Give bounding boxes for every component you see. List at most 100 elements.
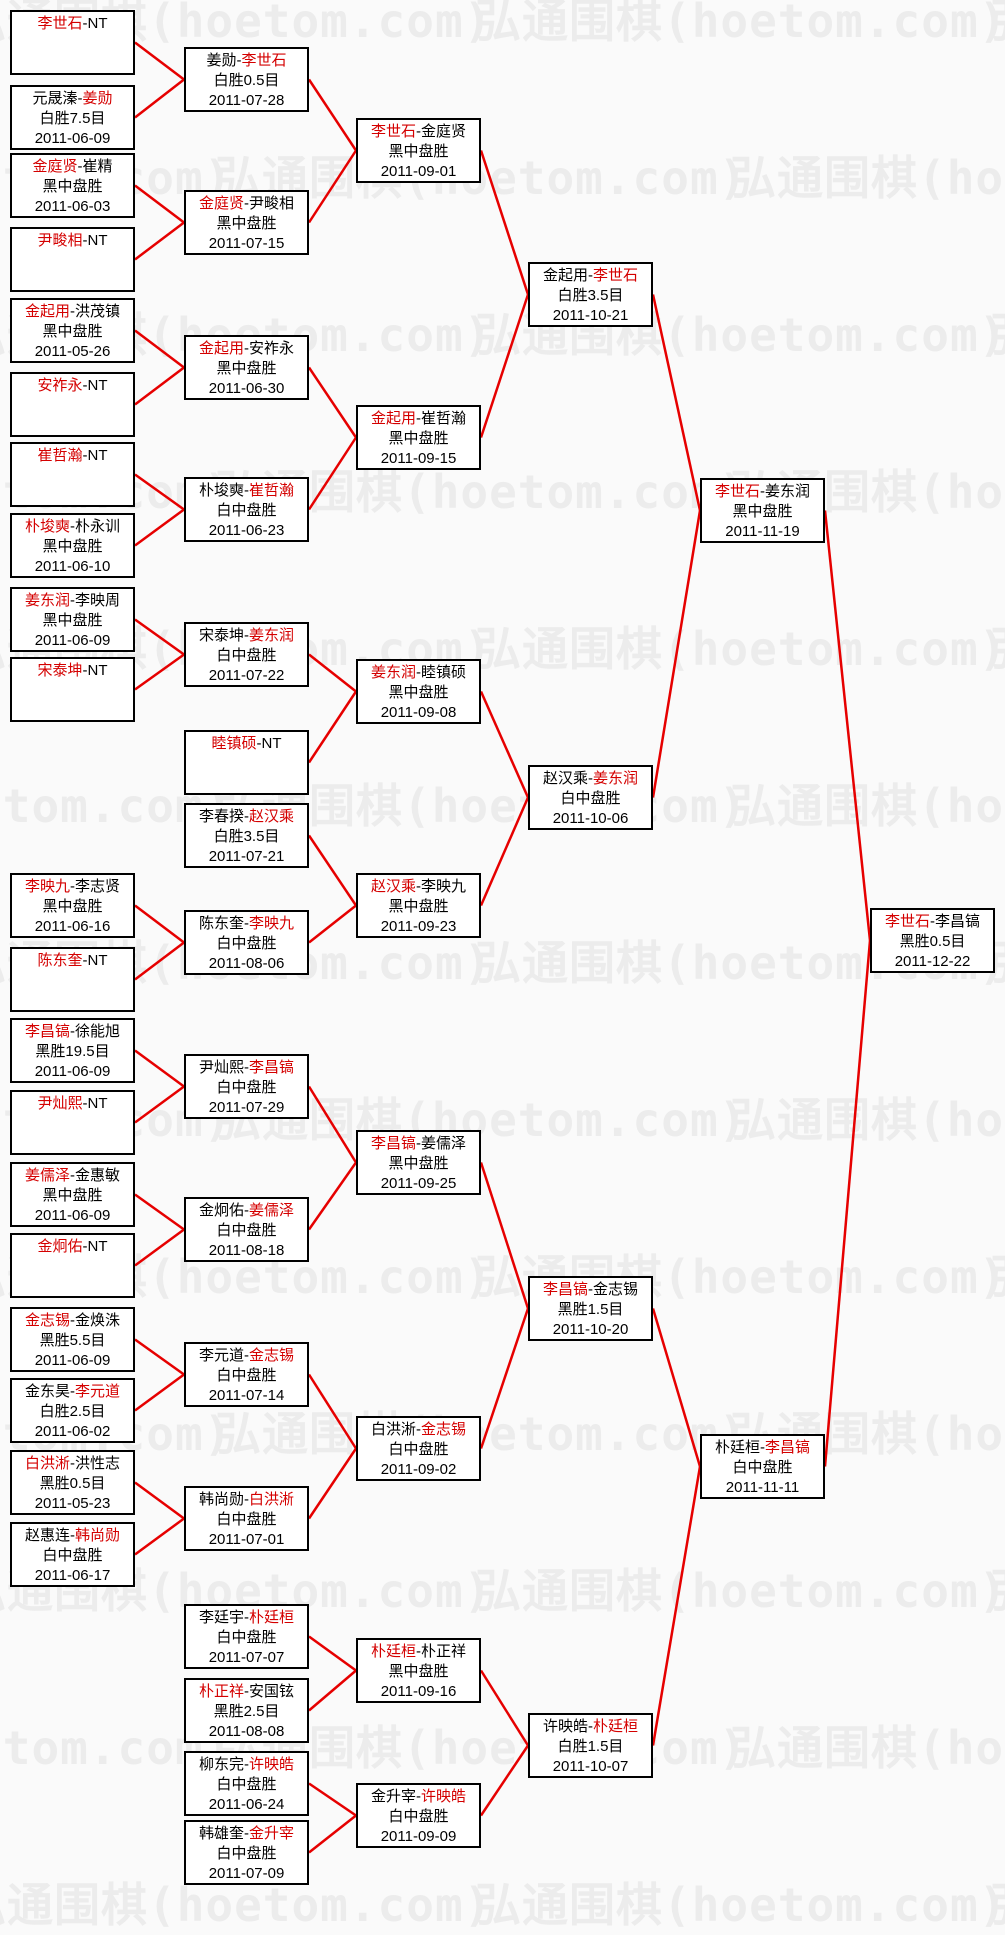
player-left: 李昌镐 (24, 1023, 70, 1040)
connector-line (134, 1517, 185, 1556)
match-date: 2011-09-09 (380, 1828, 457, 1845)
player-left: 宋泰坤 (37, 662, 83, 679)
player-right: 金庭贤 (421, 123, 467, 140)
match-date: 2011-08-18 (208, 1242, 285, 1259)
players-separator: - (70, 1167, 75, 1184)
player-right: 许映皓 (421, 1788, 467, 1805)
match-date: 2011-06-02 (34, 1423, 111, 1440)
match-box: 金炯佑-NT (10, 1233, 135, 1298)
match-box: 柳东完-许映皓 白中盘胜 2011-06-24 (184, 1751, 309, 1816)
match-date: 2011-07-14 (208, 1387, 285, 1404)
match-box: 李昌镐-徐能旭 黑胜19.5目 2011-06-09 (10, 1018, 135, 1083)
match-result: 黑中盘胜 (388, 684, 449, 701)
player-left: 许映皓 (542, 1718, 588, 1735)
match-result: 白胜3.5目 (213, 828, 280, 845)
players-separator: - (416, 878, 421, 895)
player-right: NT (87, 447, 108, 464)
player-right: 安国铉 (249, 1683, 295, 1700)
connector-line (134, 41, 185, 81)
match-date: 2011-06-09 (34, 1352, 111, 1369)
players-separator: - (256, 735, 262, 752)
match-date: 2011-06-09 (34, 1207, 111, 1224)
connector-line (479, 150, 530, 295)
connector-line (134, 1049, 185, 1088)
match-result: 白中盘胜 (216, 935, 277, 952)
connector-line (307, 436, 358, 511)
player-right: 金焕洙 (75, 1312, 121, 1329)
player-right: NT (87, 15, 108, 32)
player-right: 姜儒泽 (421, 1135, 467, 1152)
connector-line (134, 1193, 185, 1231)
player-left: 金起用 (198, 340, 244, 357)
player-right: NT (261, 735, 282, 752)
player-left: 金起用 (542, 267, 588, 284)
players-separator: - (82, 952, 88, 969)
player-left: 姜儒泽 (24, 1167, 70, 1184)
connector-line (307, 366, 358, 439)
player-right: 姜东润 (765, 483, 811, 500)
match-players: 姜东润-李映周 (12, 591, 133, 611)
players-separator: - (930, 913, 935, 930)
match-result: 白中盘胜 (216, 1629, 277, 1646)
player-right: NT (87, 1095, 108, 1112)
match-box: 金起用-李世石 白胜3.5目 2011-10-21 (528, 262, 653, 327)
connector-line (651, 1308, 702, 1467)
player-left: 安祚永 (37, 377, 83, 394)
player-left: 李映九 (24, 878, 70, 895)
players-separator: - (77, 158, 83, 175)
match-result: 黑中盘胜 (42, 1187, 103, 1204)
player-right: 金志锡 (249, 1347, 295, 1364)
match-box: 姜儒泽-金惠敏 黑中盘胜 2011-06-09 (10, 1162, 135, 1227)
players-separator: - (82, 447, 88, 464)
player-left: 赵汉乘 (370, 878, 416, 895)
players-separator: - (416, 1421, 421, 1438)
match-players: 李世石-李昌镐 (872, 912, 993, 932)
player-left: 陈东奎 (37, 952, 83, 969)
player-right: 朴廷桓 (249, 1609, 295, 1626)
match-players: 韩雄奎-金升宰 (186, 1824, 307, 1844)
player-left: 金起用 (370, 410, 416, 427)
players-separator: - (82, 1095, 88, 1112)
player-left: 白洪淅 (24, 1455, 70, 1472)
player-left: 李昌镐 (542, 1281, 588, 1298)
connector-line (308, 1669, 357, 1712)
match-players: 朴埈奭-崔哲瀚 (186, 481, 307, 501)
players-separator: - (244, 627, 249, 644)
match-box: 赵汉乘-姜东润 白中盘胜 2011-10-06 (528, 765, 653, 830)
match-players: 尹畯相-NT (12, 231, 133, 251)
match-result: 白胜2.5目 (39, 1403, 106, 1420)
players-separator: - (244, 808, 249, 825)
players-separator: - (416, 1643, 421, 1660)
match-date: 2011-07-15 (208, 235, 285, 252)
connector-line (134, 904, 185, 944)
match-date: 2011-09-25 (380, 1175, 457, 1192)
match-result: 黑中盘胜 (388, 1663, 449, 1680)
match-date: 2011-06-03 (34, 198, 111, 215)
match-date: 2011-06-24 (208, 1796, 285, 1813)
match-box: 崔哲瀚-NT (10, 442, 135, 507)
match-box: 白洪淅-金志锡 白中盘胜 2011-09-02 (356, 1416, 481, 1481)
player-right: 洪茂镇 (75, 303, 121, 320)
match-players: 李昌镐-金志锡 (530, 1280, 651, 1300)
match-players: 朴埈奭-朴永训 (12, 517, 133, 537)
connector-line (134, 941, 185, 981)
connector-line (134, 1338, 185, 1376)
player-right: 李世石 (241, 52, 287, 69)
match-result: 白中盘胜 (42, 1547, 103, 1564)
player-left: 崔哲瀚 (37, 447, 83, 464)
match-players: 韩尚勋-白洪淅 (186, 1490, 307, 1510)
players-separator: - (70, 878, 75, 895)
connector-line (308, 653, 357, 693)
player-left: 李世石 (370, 123, 416, 140)
match-date: 2011-11-19 (725, 523, 800, 540)
match-players: 白洪淅-洪性志 (12, 1454, 133, 1474)
players-separator: - (244, 1609, 249, 1626)
match-date: 2011-07-21 (208, 848, 285, 865)
players-separator: - (244, 915, 249, 932)
players-separator: - (416, 410, 421, 427)
player-left: 姜勋 (206, 52, 237, 69)
player-right: NT (87, 232, 108, 249)
tournament-bracket: 李世石-NT 元晟溱-姜勋 白胜7.5目 2011-06-09 金庭贤-崔精 黑中盘胜 20… (10, 10, 995, 1885)
players-separator: - (416, 1135, 421, 1152)
player-right: 金升宰 (249, 1825, 295, 1842)
